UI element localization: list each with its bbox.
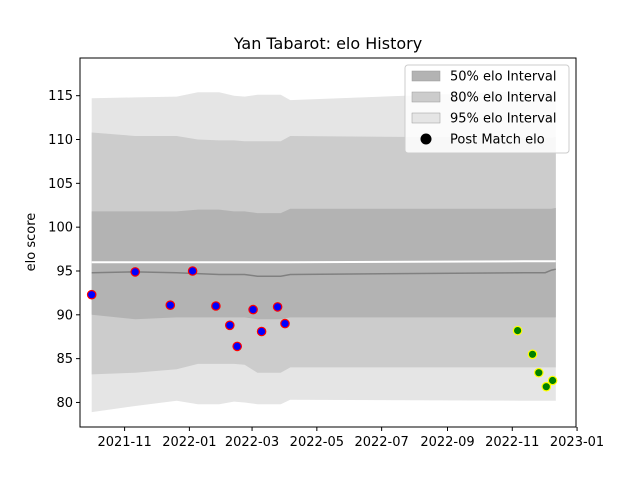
- post-match-point-5: [211, 301, 221, 311]
- x-tick-label-2022-07: 2022-07: [354, 435, 408, 450]
- post-match-point-8: [248, 304, 258, 315]
- interval-bands: [91, 90, 556, 413]
- legend-label-1: 50% elo Interval: [450, 70, 557, 85]
- x-tick-label-2023-01: 2023-01: [550, 435, 604, 450]
- mean-lines: [91, 260, 556, 277]
- y-tick-label-115: 115: [48, 89, 73, 104]
- post-match-point-1: [86, 289, 97, 300]
- upper-white-line: [91, 260, 556, 264]
- legend-label-2: 80% elo Interval: [450, 91, 557, 106]
- x-tick-label-2021-11: 2021-11: [97, 435, 151, 450]
- legend-box: [404, 64, 570, 154]
- y-axis-title: elo score: [24, 213, 39, 272]
- band-50: [91, 207, 556, 320]
- post-match-point-7: [232, 341, 242, 352]
- x-tick-label-2022-11: 2022-11: [485, 435, 539, 450]
- mean-elo-line: [91, 268, 556, 277]
- post-match-point-3: [165, 300, 176, 310]
- post-match-point-14: [533, 367, 544, 378]
- y-tick-label-110: 110: [48, 133, 73, 148]
- legend-swatch-point: [420, 133, 432, 145]
- y-tick-label-95: 95: [56, 264, 73, 279]
- post-match-point-4: [187, 266, 198, 276]
- post-match-points: [86, 266, 558, 392]
- post-match-point-10: [272, 302, 283, 312]
- post-match-point-9: [256, 326, 267, 337]
- y-tick-label-100: 100: [48, 221, 73, 236]
- x-axis: 2021-11 2022-01 2022-03 2022-05 2022-07 2022-…: [97, 427, 604, 450]
- axes-frame: [79, 57, 577, 428]
- x-tick-label-2022-01: 2022-01: [162, 435, 216, 450]
- legend-swatch-band_80: [411, 91, 441, 103]
- legend-label-3: 95% elo Interval: [450, 112, 557, 127]
- post-match-point-12: [512, 325, 523, 336]
- post-match-point-15: [541, 381, 552, 392]
- post-match-point-2: [130, 267, 140, 277]
- legend-label-4: Post Match elo: [450, 133, 545, 148]
- y-tick-label-90: 90: [56, 308, 73, 323]
- post-match-point-13: [527, 349, 538, 360]
- chart-title: Yan Tabarot: elo History: [233, 34, 422, 53]
- plot-area: [79, 57, 577, 428]
- y-tick-label-80: 80: [56, 396, 73, 411]
- y-tick-label-85: 85: [56, 352, 73, 367]
- post-match-point-16: [547, 375, 558, 386]
- legend-swatch-band_95: [411, 112, 441, 124]
- legend: 50% elo Interval 80% elo Interval 95% elo …: [404, 64, 570, 154]
- y-axis: 80 85 90 95 100 105 110 115: [48, 89, 80, 411]
- y-tick-label-105: 105: [48, 177, 73, 192]
- legend-swatch-band_50: [411, 70, 441, 82]
- post-match-point-6: [225, 320, 235, 331]
- x-tick-label-2022-05: 2022-05: [290, 435, 344, 450]
- x-tick-label-2022-09: 2022-09: [420, 435, 474, 450]
- post-match-point-11: [280, 318, 290, 329]
- x-tick-label-2022-03: 2022-03: [225, 435, 279, 450]
